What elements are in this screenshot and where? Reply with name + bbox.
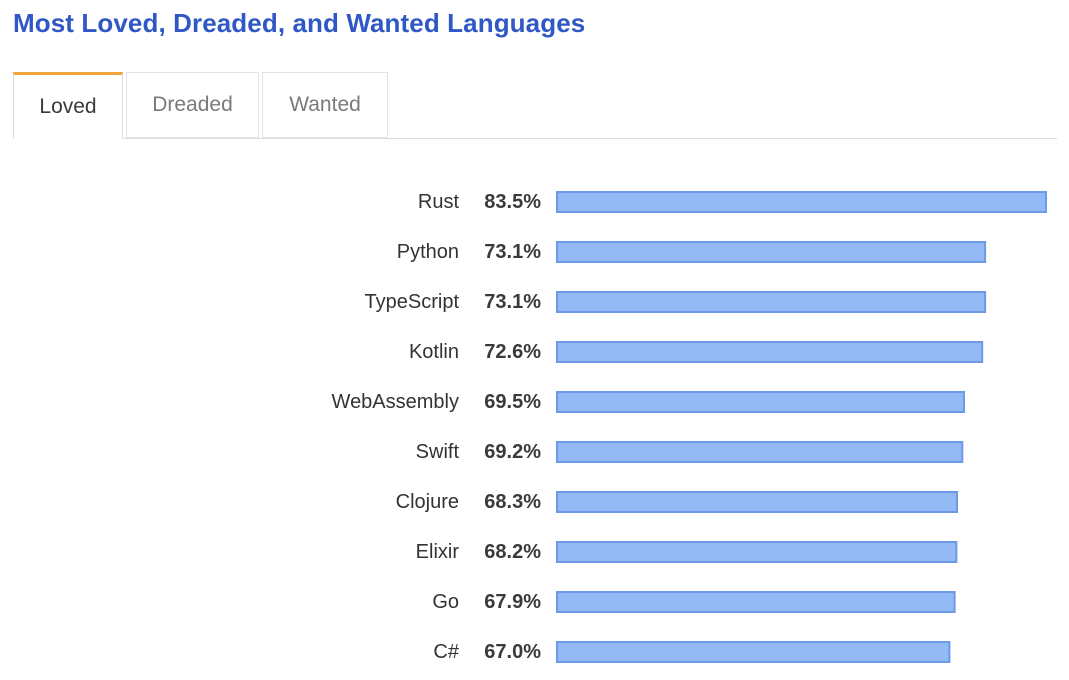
category-label-python: Python xyxy=(397,241,459,263)
value-label-clojure: 68.3% xyxy=(484,491,541,513)
value-label-swift: 69.2% xyxy=(484,441,541,463)
category-label-go: Go xyxy=(432,591,459,613)
bar-clojure xyxy=(556,491,958,513)
value-label-rust: 83.5% xyxy=(484,191,541,213)
category-label-typescript: TypeScript xyxy=(365,291,460,313)
bar-rust xyxy=(556,191,1047,213)
bar-webassembly xyxy=(556,391,965,413)
tab-dreaded[interactable]: Dreaded xyxy=(126,72,259,138)
value-label-python: 73.1% xyxy=(484,241,541,263)
tab-bar-divider xyxy=(13,138,1057,139)
value-label-csharp: 67.0% xyxy=(484,641,541,663)
value-label-typescript: 73.1% xyxy=(484,291,541,313)
value-label-webassembly: 69.5% xyxy=(484,391,541,413)
bar-typescript xyxy=(556,291,987,313)
category-label-elixir: Elixir xyxy=(416,541,460,563)
category-label-csharp: C# xyxy=(433,641,459,663)
value-label-kotlin: 72.6% xyxy=(484,341,541,363)
tab-loved[interactable]: Loved xyxy=(13,72,123,139)
bar-go xyxy=(556,591,956,613)
category-label-swift: Swift xyxy=(416,441,460,463)
bar-swift xyxy=(556,441,964,463)
category-label-webassembly: WebAssembly xyxy=(332,391,459,413)
category-label-rust: Rust xyxy=(418,191,460,213)
page-title: Most Loved, Dreaded, and Wanted Language… xyxy=(13,8,586,38)
value-label-elixir: 68.2% xyxy=(484,541,541,563)
bar-kotlin xyxy=(556,341,984,363)
bar-python xyxy=(556,241,987,263)
category-label-clojure: Clojure xyxy=(396,491,459,513)
value-label-go: 67.9% xyxy=(484,591,541,613)
category-label-kotlin: Kotlin xyxy=(409,341,459,363)
tab-wanted[interactable]: Wanted xyxy=(262,72,388,138)
bar-csharp xyxy=(556,641,951,663)
tab-bar: Dreaded Wanted Loved xyxy=(13,72,1057,139)
bar-elixir xyxy=(556,541,958,563)
